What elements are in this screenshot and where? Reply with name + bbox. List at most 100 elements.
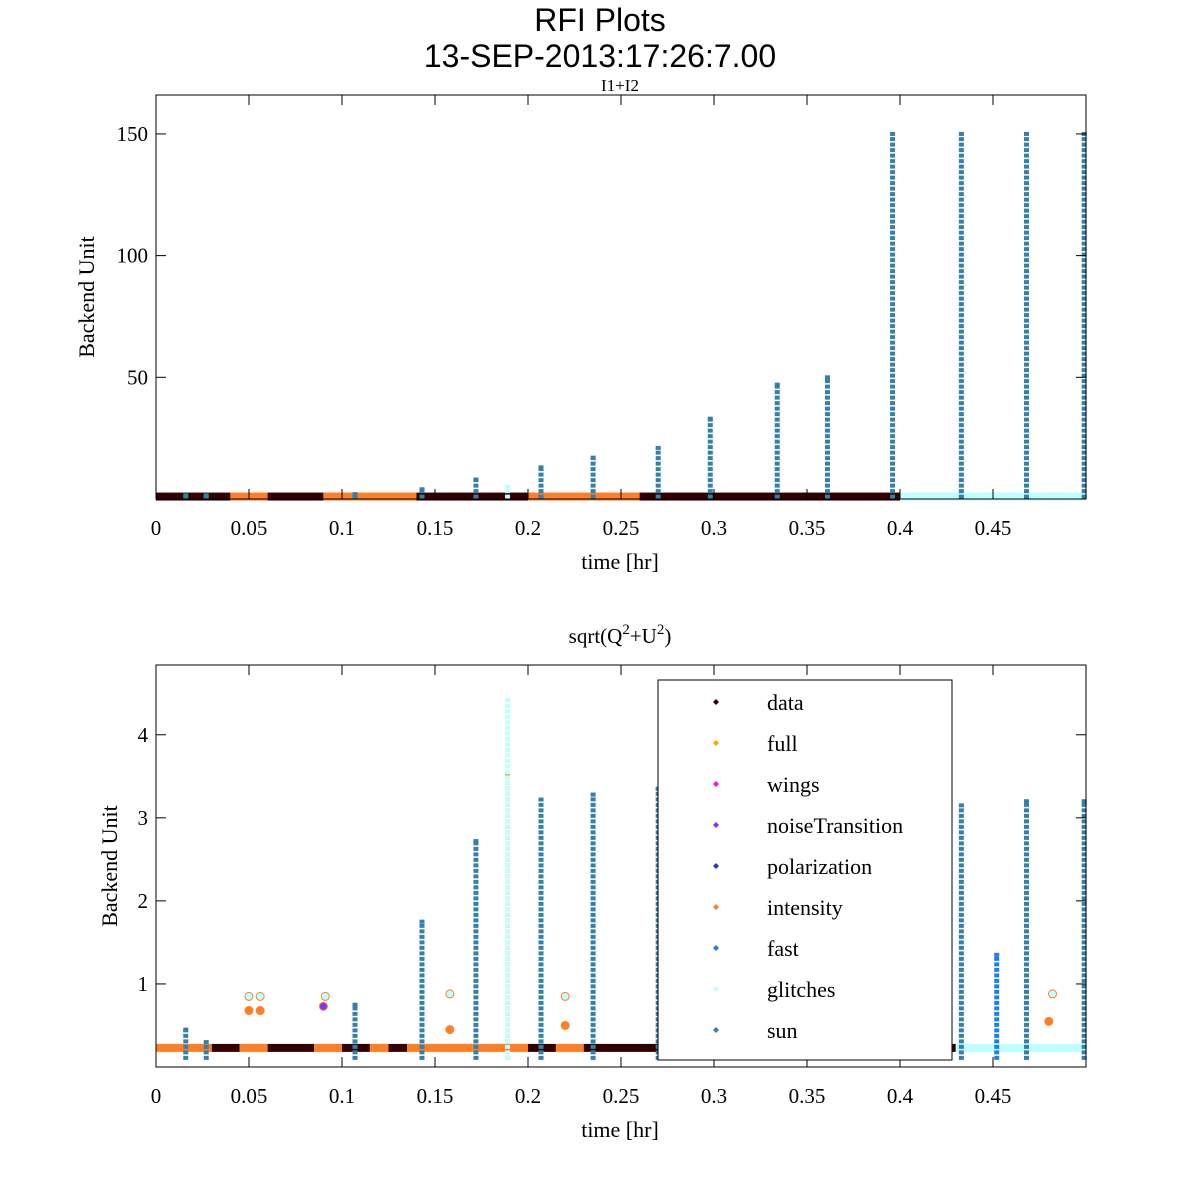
spike-peak-point	[473, 477, 479, 482]
spike-peak-point	[590, 792, 596, 797]
x-tick-label: 0.4	[887, 1084, 914, 1108]
y-tick-label: 100	[117, 244, 149, 268]
baseline-segment-intensity	[323, 492, 417, 501]
baseline-segment-data	[388, 1043, 408, 1052]
y-tick-label: 1	[138, 972, 149, 996]
legend-label: glitches	[767, 977, 835, 1002]
legend: data full wings noiseTransition polarization…	[657, 679, 953, 1061]
outlier-point-noiseTransition	[318, 1001, 328, 1011]
legend-label: sun	[767, 1018, 798, 1043]
legend-marker-icon	[713, 945, 719, 951]
legend-marker-icon	[713, 863, 719, 869]
outlier-point-intensity	[244, 1006, 254, 1016]
spike-peak-point	[1023, 131, 1029, 136]
legend-item-full: full	[713, 731, 798, 756]
baseline-segment-glitches	[955, 1043, 1086, 1052]
x-tick-label: 0.1	[329, 1084, 355, 1108]
x-tick-label: 0.25	[603, 516, 640, 540]
spike-peak-point	[994, 952, 1000, 957]
legend-label: polarization	[767, 854, 872, 879]
spike-peak-point	[183, 493, 189, 498]
outlier-point-glitches	[255, 991, 265, 1001]
panel-intensity: I1+I2 0 0.05 0.1 0.15 0.2 0.25 0.3 0.35 0.4 0.45 5…	[74, 76, 1087, 574]
legend-marker-icon	[713, 904, 719, 910]
x-tick-label: 0.05	[231, 1084, 268, 1108]
legend-marker-icon	[713, 822, 719, 828]
x-tick-label: 0.3	[701, 516, 727, 540]
legend-marker-icon	[713, 699, 719, 705]
x-axis-label: time [hr]	[581, 549, 659, 574]
legend-item-glitches: glitches	[713, 977, 835, 1002]
outlier-point-intensity	[445, 1025, 455, 1035]
legend-marker-icon	[713, 740, 719, 746]
outlier-point-glitches	[445, 989, 455, 999]
x-tick-label: 0	[151, 516, 162, 540]
x-tick-label: 0.05	[231, 516, 268, 540]
spike-peak-point	[203, 493, 209, 498]
y-axis-label: Backend Unit	[74, 236, 99, 358]
panel-title: sqrt(Q2+U2)	[569, 622, 672, 648]
x-tick-label: 0.35	[789, 1084, 826, 1108]
spike-peak-point	[655, 445, 661, 450]
legend-marker-icon	[713, 1027, 719, 1033]
x-tick-label: 0.15	[417, 516, 454, 540]
x-tick-label: 0.3	[701, 1084, 727, 1108]
x-axis-label: time [hr]	[581, 1117, 659, 1142]
baseline-segment-intensity	[555, 1043, 584, 1052]
baseline-segment-data	[416, 492, 528, 501]
baseline-segment-intensity	[369, 1043, 389, 1052]
x-tick-label: 0.2	[515, 1084, 541, 1108]
legend-label: intensity	[767, 895, 843, 920]
baseline-segment-intensity	[528, 492, 640, 501]
plot-area	[156, 131, 1087, 501]
baseline-segment-data	[211, 1043, 240, 1052]
outlier-point-glitches	[1048, 989, 1058, 999]
legend-label: noiseTransition	[767, 813, 903, 838]
baseline-segment-data	[639, 492, 900, 501]
baseline-segment-intensity	[472, 1043, 528, 1052]
x-tick-label: 0.45	[975, 516, 1012, 540]
x-tick-label: 0.15	[417, 1084, 454, 1108]
outlier-point-glitches	[320, 991, 330, 1001]
outlier-point-intensity	[255, 1006, 265, 1016]
spike-peak-point	[590, 455, 596, 460]
spike-peak-point	[707, 416, 713, 421]
spike-peak-point	[958, 803, 964, 808]
outlier-point-intensity	[1044, 1016, 1054, 1026]
spike-peak-point	[774, 382, 780, 387]
spike-peak-point	[538, 797, 544, 802]
legend-box	[657, 679, 953, 1061]
y-tick-label: 3	[138, 806, 149, 830]
spike-peak-point	[1081, 799, 1087, 804]
y-tick-label: 4	[138, 723, 149, 747]
spike-peak-point	[203, 1040, 209, 1045]
legend-label: full	[767, 731, 798, 756]
x-tick-label: 0.1	[329, 516, 355, 540]
x-tick-label: 0	[151, 1084, 162, 1108]
spike-peak-point	[352, 492, 358, 497]
legend-label: data	[767, 690, 804, 715]
outlier-point-glitches	[244, 991, 254, 1001]
legend-item-intensity: intensity	[713, 895, 843, 920]
legend-item-data: data	[713, 690, 804, 715]
spike-peak-point	[473, 839, 479, 844]
legend-label: fast	[767, 936, 799, 961]
baseline-segment-intensity	[407, 1043, 473, 1052]
y-axis-label: Backend Unit	[97, 805, 122, 927]
x-tick-label: 0.2	[515, 516, 541, 540]
baseline-segment-intensity	[239, 1043, 268, 1052]
x-tick-label: 0.25	[603, 1084, 640, 1108]
chart-subtitle: 13-SEP-2013:17:26:7.00	[423, 38, 777, 74]
baseline-segment-data	[156, 492, 231, 501]
legend-item-wings: wings	[713, 772, 820, 797]
legend-item-fast: fast	[713, 936, 799, 961]
spike-peak-point	[890, 131, 896, 136]
outlier-point-intensity	[560, 1020, 570, 1030]
spike-peak-point	[824, 375, 830, 380]
axes-frame	[155, 94, 1087, 500]
chart-title: RFI Plots	[534, 2, 666, 38]
spike-peak-point	[538, 465, 544, 470]
spike-peak-point	[958, 131, 964, 136]
outlier-point-glitches	[560, 991, 570, 1001]
